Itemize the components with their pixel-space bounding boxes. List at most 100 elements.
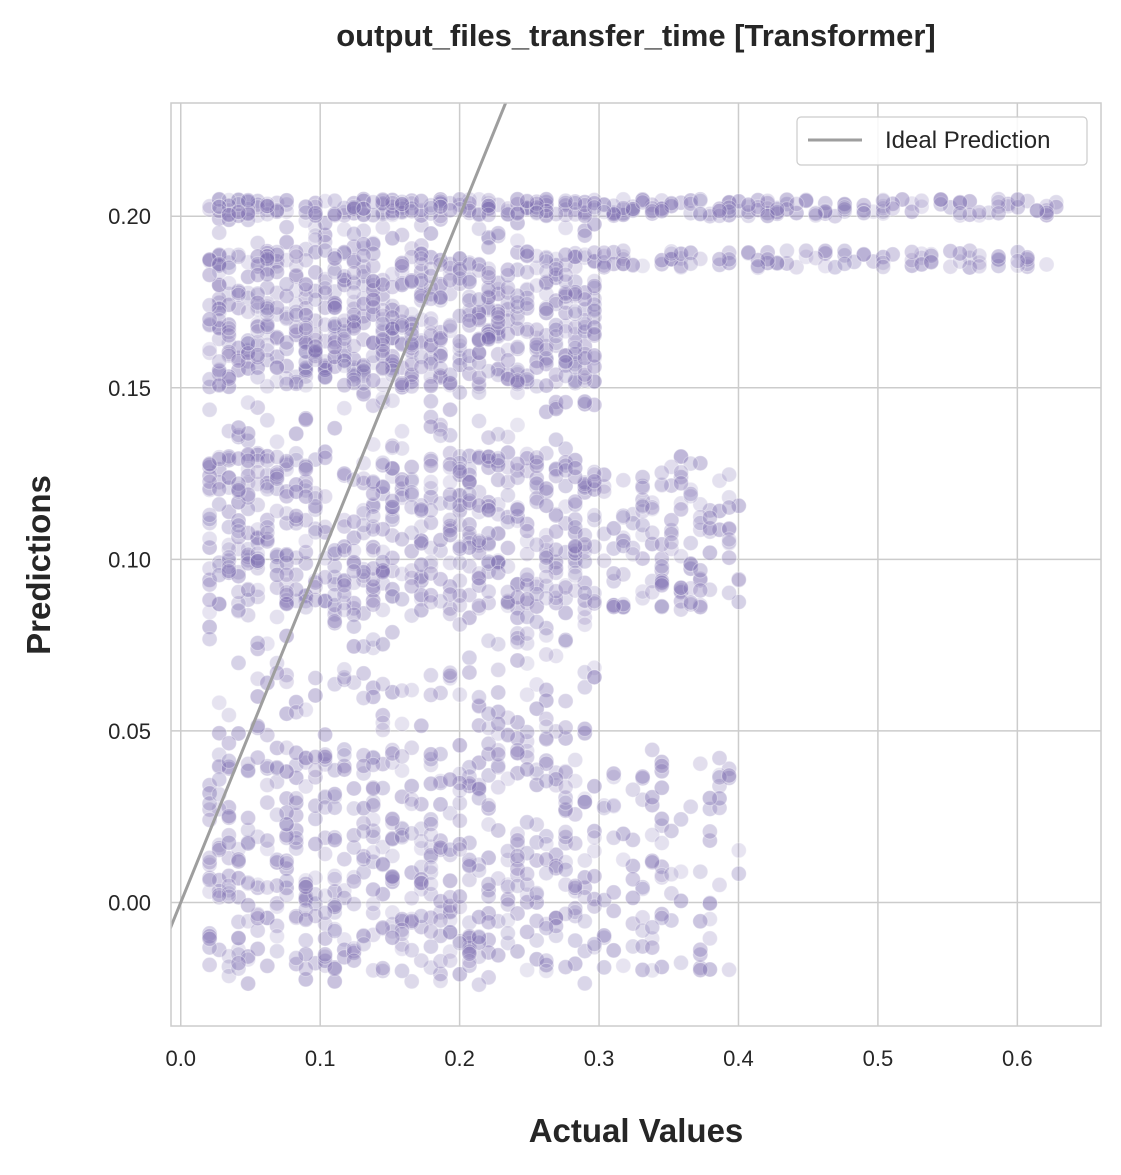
scatter-point (422, 378, 439, 394)
scatter-point (615, 529, 632, 546)
scatter-point (278, 592, 295, 609)
scatter-point (538, 646, 555, 663)
scatter-point (557, 515, 574, 532)
scatter-point (269, 609, 285, 625)
scatter-point (220, 968, 237, 984)
scatter-point (220, 423, 237, 440)
scatter-point (413, 569, 430, 586)
scatter-point (480, 448, 497, 465)
scatter-point (548, 910, 564, 926)
scatter-point (519, 321, 536, 338)
scatter-point (567, 460, 584, 477)
scatter-point (345, 313, 362, 330)
scatter-point (461, 558, 478, 575)
scatter-point (240, 834, 257, 851)
scatter-point (548, 846, 564, 863)
scatter-point (422, 474, 439, 490)
scatter-point (538, 480, 555, 497)
scatter-point (384, 830, 401, 847)
scatter-point (269, 359, 285, 376)
scatter-point (576, 574, 593, 591)
scatter-point (903, 244, 920, 260)
scatter-point (345, 225, 362, 242)
scatter-point (211, 224, 228, 241)
scatter-point (624, 889, 641, 906)
scatter-point (740, 244, 757, 261)
scatter-point (471, 976, 487, 993)
scatter-point (269, 740, 285, 756)
scatter-point (490, 453, 507, 469)
scatter-point (442, 374, 459, 391)
scatter-point (201, 928, 218, 945)
scatter-point (394, 820, 410, 837)
scatter-point (538, 274, 555, 291)
scatter-point (538, 527, 555, 544)
scatter-point (278, 305, 295, 322)
scatter-point (220, 296, 237, 313)
scatter-point (403, 524, 420, 541)
scatter-point (480, 288, 497, 305)
scatter-point (528, 613, 545, 630)
scatter-point (384, 511, 401, 528)
scatter-point (317, 215, 334, 232)
scatter-point (365, 756, 382, 773)
scatter-point (451, 337, 468, 354)
scatter-point (240, 254, 257, 271)
scatter-point (374, 856, 391, 873)
scatter-point (461, 495, 478, 512)
scatter-point (249, 369, 266, 386)
x-tick-label: 0.3 (584, 1046, 615, 1071)
scatter-point (422, 757, 439, 773)
scatter-point (519, 264, 536, 281)
scatter-point (548, 590, 564, 606)
scatter-point (365, 779, 382, 796)
scatter-point (567, 552, 584, 569)
scatter-point (307, 687, 324, 704)
scatter-point (519, 595, 536, 611)
scatter-point (509, 867, 526, 884)
scatter-point (355, 240, 372, 257)
scatter-point (663, 541, 680, 557)
scatter-point (278, 879, 295, 896)
scatter-point (297, 459, 314, 476)
scatter-point (403, 240, 420, 257)
scatter-point (875, 192, 892, 209)
scatter-point (557, 195, 574, 212)
scatter-point (365, 631, 382, 648)
scatter-point (345, 827, 362, 844)
scatter-point (220, 519, 237, 536)
scatter-point (374, 286, 391, 303)
scatter-point (384, 320, 401, 337)
scatter-point (326, 923, 343, 939)
scatter-point (336, 583, 353, 600)
scatter-point (586, 659, 603, 676)
scatter-point (240, 948, 257, 965)
scatter-point (528, 536, 545, 553)
scatter-point (211, 771, 228, 788)
scatter-point (519, 201, 536, 217)
scatter-point (730, 842, 747, 859)
scatter-point (576, 396, 593, 413)
scatter-point (519, 625, 536, 642)
scatter-point (345, 869, 362, 886)
scatter-point (605, 829, 622, 846)
scatter-point (653, 203, 670, 220)
scatter-point (259, 524, 276, 541)
scatter-point (461, 516, 478, 533)
scatter-point (384, 318, 401, 335)
scatter-point (538, 250, 555, 267)
scatter-point (644, 584, 661, 601)
scatter-point (220, 450, 237, 467)
scatter-point (586, 302, 603, 319)
scatter-point (403, 367, 420, 383)
scatter-point (682, 488, 699, 505)
scatter-point (403, 890, 420, 907)
scatter-point (730, 865, 747, 882)
scatter-point (307, 339, 324, 356)
scatter-point (461, 914, 478, 931)
scatter-point (711, 521, 728, 538)
scatter-point (384, 811, 401, 828)
scatter-point (422, 452, 439, 469)
scatter-point (336, 272, 353, 288)
scatter-point (499, 925, 516, 942)
